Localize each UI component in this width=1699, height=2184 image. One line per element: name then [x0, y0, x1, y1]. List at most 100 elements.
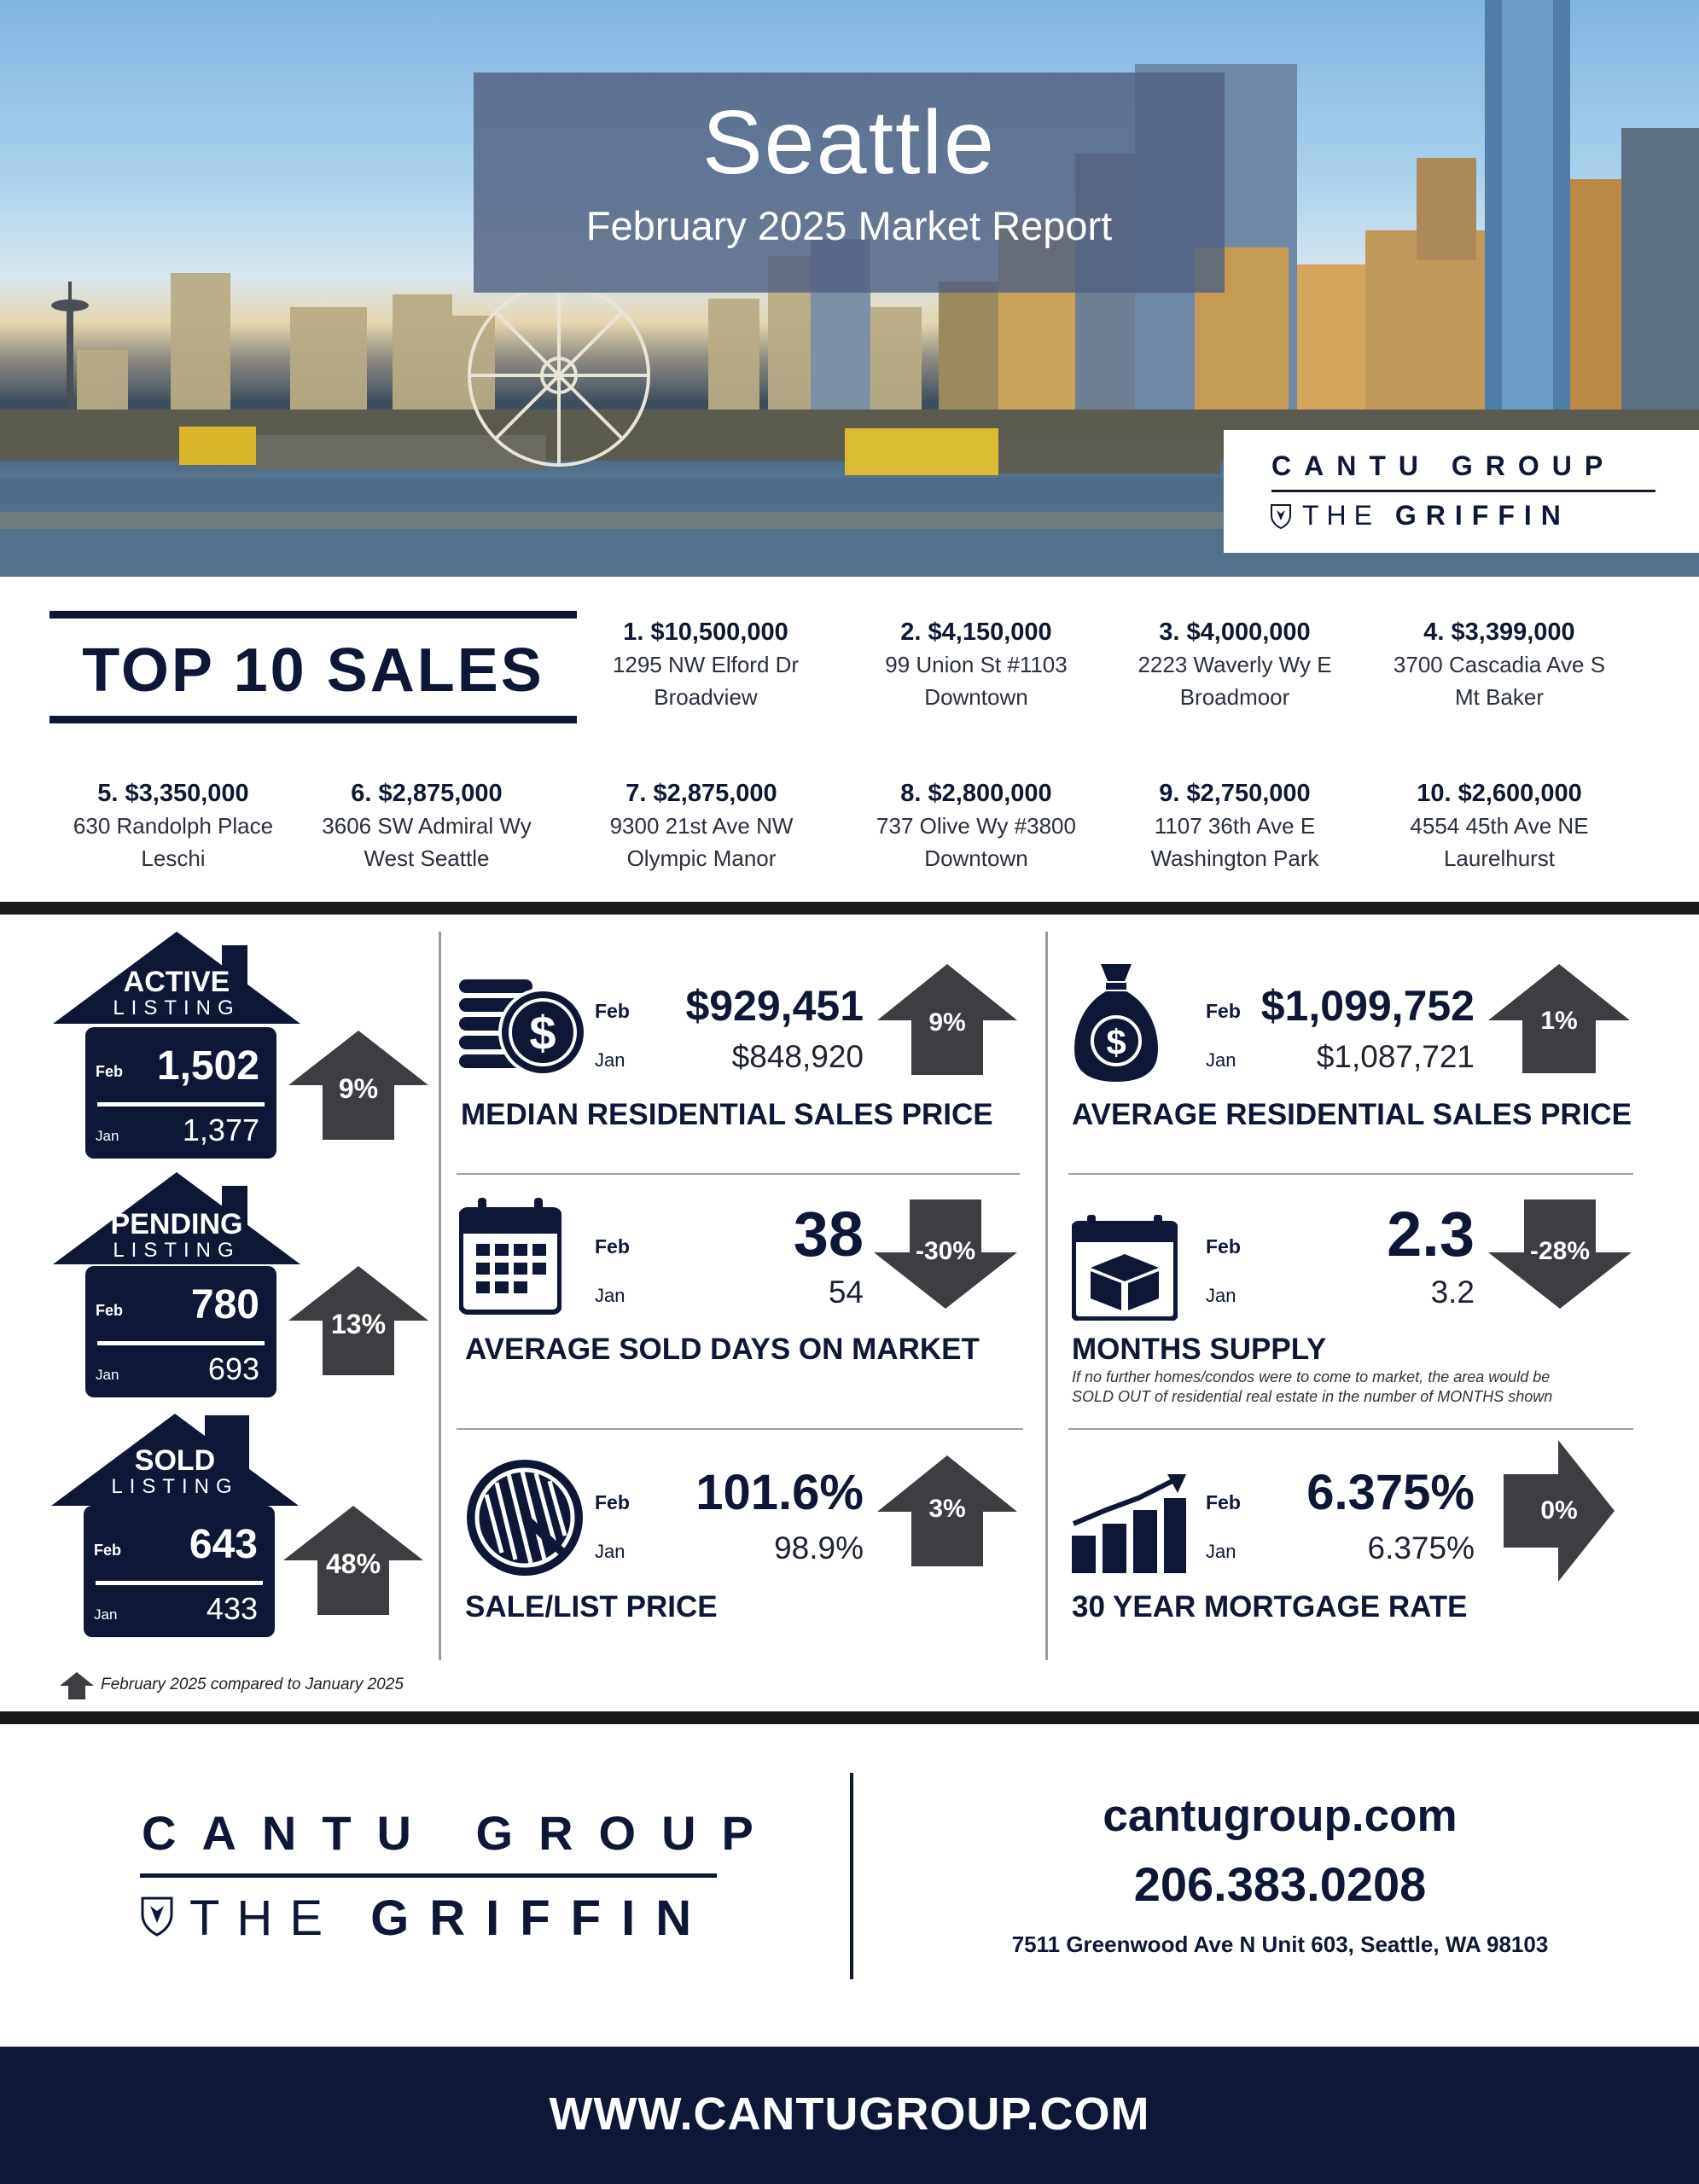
report-title-box: Seattle February 2025 Market Report	[474, 73, 1225, 293]
listing-label: PENDING LISTING	[53, 1210, 300, 1263]
feb-label: Feb	[595, 1491, 630, 1513]
median-price-title: MEDIAN RESIDENTIAL SALES PRICE	[461, 1098, 993, 1131]
jan-label: Jan	[1206, 1285, 1236, 1306]
mortgage-feb-value: 6.375%	[1306, 1465, 1475, 1520]
sale-neighborhood: West Seattle	[364, 845, 490, 871]
sale-address: 2223 Waverly Wy E	[1138, 652, 1332, 677]
sale-price: 4. $3,399,000	[1423, 619, 1575, 646]
change-percent: 48%	[325, 1548, 381, 1579]
coins-dollar-icon: $	[459, 979, 587, 1077]
legend-up-arrow-icon	[60, 1672, 94, 1699]
jan-value: 693	[207, 1351, 259, 1386]
logo-cantu-group: CANTU GROUP	[1271, 450, 1616, 481]
supply-feb-value: 2.3	[1387, 1199, 1475, 1269]
up-arrow-icon: 9%	[877, 964, 1017, 1075]
jan-label: Jan	[96, 1128, 119, 1144]
change-percent: 9%	[338, 1073, 379, 1104]
hero-brand-logo: CANTU GROUP THE GRIFFIN	[1224, 430, 1699, 553]
phone-number[interactable]: 206.383.0208	[1133, 1857, 1427, 1911]
up-arrow-icon: 48%	[283, 1506, 423, 1615]
change-percent: -28%	[1529, 1237, 1591, 1265]
feb-value: 1,502	[156, 1043, 259, 1089]
change-percent: 0%	[1540, 1496, 1578, 1525]
website-banner-link[interactable]: WWW.CANTUGROUP.COM	[549, 2088, 1150, 2140]
report-subtitle: February 2025 Market Report	[585, 202, 1113, 248]
sale-price: 1. $10,500,000	[623, 619, 788, 646]
hero-banner: Seattle February 2025 Market Report CANT…	[0, 0, 1699, 577]
logo-griffin: GRIFFIN	[370, 1891, 713, 1946]
sale-address: 1107 36th Ave E	[1154, 813, 1316, 839]
jan-label: Jan	[595, 1285, 625, 1306]
house-roof-icon	[51, 1414, 299, 1506]
listing-type: PENDING	[110, 1208, 243, 1240]
logo-divider	[1271, 490, 1655, 492]
sale-item: 8. $2,800,000 737 Olive Wy #3800 Downtow…	[848, 777, 1104, 874]
website-link[interactable]: cantugroup.com	[1103, 1791, 1458, 1841]
column-divider	[1045, 932, 1048, 1660]
change-percent: -30%	[915, 1237, 976, 1265]
down-arrow-icon: -30%	[874, 1199, 1017, 1309]
sale-neighborhood: Washington Park	[1150, 845, 1319, 871]
change-percent: 3%	[928, 1495, 966, 1523]
comparison-legend: February 2025 compared to January 2025	[101, 1676, 404, 1693]
pending-listing-card: PENDING LISTING Feb 780 Jan 693	[53, 1170, 309, 1409]
jan-label: Jan	[96, 1367, 119, 1383]
listing-type: SOLD	[134, 1444, 216, 1477]
salelist-jan-value: 98.9%	[774, 1531, 864, 1565]
feb-label: Feb	[96, 1302, 124, 1319]
sale-neighborhood: Mt Baker	[1454, 684, 1545, 710]
up-arrow-icon: 3%	[877, 1455, 1017, 1566]
feb-label: Feb	[1206, 1491, 1241, 1513]
down-arrow-icon: -28%	[1488, 1199, 1632, 1309]
sale-neighborhood: Olympic Manor	[626, 845, 777, 871]
sale-price: 9. $2,750,000	[1159, 780, 1311, 807]
logo-the: THE	[1302, 500, 1380, 531]
feb-label: Feb	[1206, 1235, 1241, 1258]
row-divider	[457, 1428, 1023, 1430]
money-bag-icon: $	[1074, 964, 1158, 1082]
sale-list-price-title: SALE/LIST PRICE	[465, 1590, 718, 1623]
city-title: Seattle	[701, 92, 996, 193]
sale-price: 6. $2,875,000	[351, 780, 503, 807]
listing-word: LISTING	[113, 996, 241, 1019]
footer-logo-divider	[140, 1873, 717, 1878]
median-feb-value: $929,451	[685, 982, 864, 1030]
jan-value: 1,377	[182, 1112, 259, 1147]
sale-address: 9300 21st Ave NW	[609, 813, 794, 839]
sale-neighborhood: Broadmoor	[1179, 684, 1290, 710]
jan-label: Jan	[1206, 1049, 1236, 1071]
sale-address: 3700 Cascadia Ave S	[1393, 652, 1606, 677]
dom-feb-value: 38	[793, 1199, 864, 1269]
office-address: 7511 Greenwood Ave N Unit 603, Seattle, …	[1011, 1931, 1549, 1957]
top-10-sales-heading: TOP 10 SALES	[49, 611, 577, 723]
value-divider	[97, 1341, 265, 1345]
active-listing-card: ACTIVE LISTING Feb 1,502 Jan 1,377	[53, 930, 309, 1169]
sale-neighborhood: Broadview	[654, 684, 758, 710]
change-percent: 1%	[1540, 1007, 1578, 1035]
feb-label: Feb	[96, 1063, 124, 1080]
listing-label: ACTIVE LISTING	[53, 967, 300, 1020]
sale-item: 3. $4,000,000 2223 Waverly Wy E Broadmoo…	[1107, 616, 1363, 713]
sale-neighborhood: Downtown	[924, 684, 1028, 710]
rising-bar-chart-icon	[1072, 1474, 1186, 1573]
sale-price: 3. $4,000,000	[1159, 619, 1311, 646]
svg-text:$: $	[529, 1006, 556, 1060]
median-jan-value: $848,920	[731, 1039, 864, 1074]
mortgage-jan-value: 6.375%	[1367, 1531, 1475, 1565]
feb-label: Feb	[1206, 1000, 1241, 1022]
top-10-sales-title: TOP 10 SALES	[82, 636, 544, 705]
section-divider	[0, 1711, 1699, 1724]
house-roof-icon	[53, 1172, 300, 1264]
sale-item: 1. $10,500,000 1295 NW Elford Dr Broadvi…	[578, 616, 834, 713]
change-percent: 13%	[330, 1309, 387, 1339]
sale-price: 7. $2,875,000	[625, 780, 777, 807]
feb-label: Feb	[595, 1235, 630, 1258]
value-divider	[96, 1581, 263, 1585]
feb-value: 780	[190, 1282, 259, 1327]
months-supply-title: MONTHS SUPPLY	[1072, 1333, 1327, 1366]
sale-address: 3606 SW Admiral Wy	[322, 813, 532, 839]
sale-price: 10. $2,600,000	[1417, 780, 1582, 807]
sale-address: 737 Olive Wy #3800	[876, 813, 1076, 839]
space-needle	[51, 282, 89, 427]
calendar-icon	[459, 1198, 561, 1315]
